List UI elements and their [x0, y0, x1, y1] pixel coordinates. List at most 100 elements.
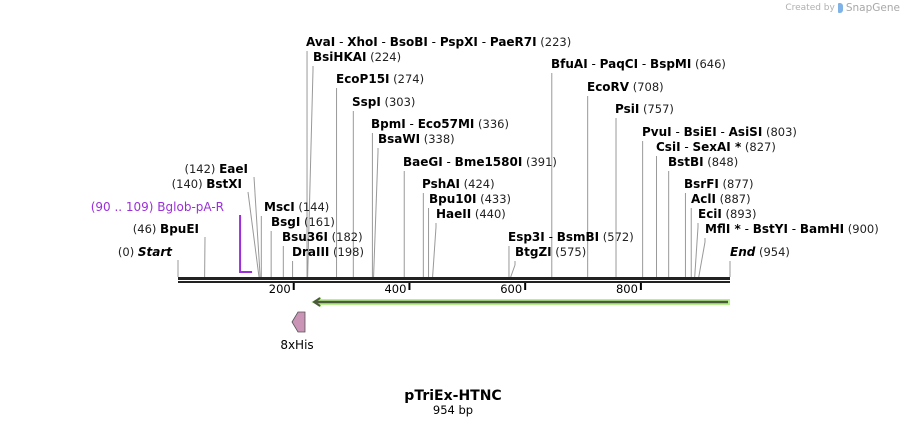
- primer-position: (90 .. 109): [91, 200, 158, 214]
- enzyme-site-bstxi[interactable]: (140) BstXI: [172, 177, 242, 191]
- enzyme-name: PspXI: [440, 35, 478, 49]
- enzyme-site-end[interactable]: End (954): [730, 245, 790, 259]
- enzyme-site-bsrfi[interactable]: BsrFI (877): [684, 177, 753, 191]
- enzyme-name: EcoRV: [587, 80, 630, 94]
- primer-name: Bglob-pA-R: [157, 200, 224, 214]
- enzyme-site-acli[interactable]: AclI (887): [691, 192, 751, 206]
- his-tag-arrow-icon: [291, 311, 306, 333]
- svg-text:BpmI - Eco57MI (336): BpmI - Eco57MI (336): [371, 117, 509, 131]
- enzyme-name: BsiEI: [684, 125, 717, 139]
- enzyme-site-draiii[interactable]: DraIII (198): [292, 245, 364, 259]
- svg-text:BfuAI - PaqCI - BspMI (6: BfuAI - PaqCI - BspMI (646): [551, 57, 726, 71]
- enzyme-labels: (0) Start (46) BpuEI (140) BstXI(142) EaeI…: [118, 35, 879, 259]
- site-position: (440): [471, 207, 506, 221]
- enzyme-name: BstXI: [206, 177, 242, 191]
- enzyme-name: CsiI: [656, 140, 681, 154]
- enzyme-name: AclI: [691, 192, 716, 206]
- enzyme-site-baegi[interactable]: BaeGI - Bme1580I (391): [403, 155, 557, 169]
- site-position: (646): [691, 57, 726, 71]
- enzyme-name: End: [730, 245, 756, 259]
- site-position: (424): [460, 177, 495, 191]
- enzyme-name: Start: [138, 245, 173, 259]
- svg-text:BaeGI - Bme1580I (391): BaeGI - Bme1580I (391): [403, 155, 557, 169]
- svg-text:EcoP15I (274): EcoP15I (274): [336, 72, 424, 86]
- enzyme-site-bstbi[interactable]: BstBI (848): [668, 155, 738, 169]
- svg-text:EcoRV (708): EcoRV (708): [587, 80, 664, 94]
- enzyme-site-ecii[interactable]: EciI (893): [698, 207, 756, 221]
- enzyme-name: DraIII: [292, 245, 329, 259]
- primer-bglob-pa-r[interactable]: (90 .. 109) Bglob-pA-R: [91, 200, 253, 273]
- site-position: (182): [328, 230, 363, 244]
- svg-text:BsrFI (877): BsrFI (877): [684, 177, 753, 191]
- enzyme-site-bsu36i[interactable]: Bsu36I (182): [282, 230, 363, 244]
- enzyme-site-sspi[interactable]: SspI (303): [352, 95, 415, 109]
- enzyme-name: PshAI: [422, 177, 460, 191]
- site-position: (161): [300, 215, 335, 229]
- enzyme-name: HaeII: [436, 207, 471, 221]
- enzyme-site-bsgi[interactable]: BsgI (161): [271, 215, 335, 229]
- site-position: (887): [716, 192, 751, 206]
- enzyme-name: SexAI *: [693, 140, 742, 154]
- enzyme-site-avai[interactable]: AvaI - XhoI - BsoBI - PspXI - PaeR7I (22…: [306, 35, 571, 49]
- svg-text:MscI (144): MscI (144): [264, 200, 329, 214]
- enzyme-name: BspMI: [650, 57, 691, 71]
- svg-text:(90 .. 109) Bglob-pA-R: (90 .. 109) Bglob-pA-R: [91, 200, 224, 214]
- enzyme-site-bsihkai[interactable]: BsiHKAI (224): [313, 50, 401, 64]
- enzyme-name: BfuAI: [551, 57, 588, 71]
- enzyme-site-bpu10i[interactable]: Bpu10I (433): [429, 192, 511, 206]
- sequence-backbone[interactable]: [178, 277, 730, 283]
- enzyme-site-psii[interactable]: PsiI (757): [615, 102, 674, 116]
- svg-text:HaeII (440): HaeII (440): [436, 207, 506, 221]
- site-position: (900): [844, 222, 879, 236]
- svg-text:BstBI (848): BstBI (848): [668, 155, 738, 169]
- enzyme-name: EciI: [698, 207, 722, 221]
- enzyme-site-pvui[interactable]: PvuI - BsiEI - AsiSI (803): [642, 125, 797, 139]
- enzyme-site-start[interactable]: (0) Start: [118, 245, 173, 259]
- site-position: (303): [381, 95, 416, 109]
- site-position: (708): [629, 80, 664, 94]
- enzyme-site-mfli[interactable]: MflI * - BstYI - BamHI (900): [705, 222, 879, 236]
- tick-label: 400: [384, 282, 406, 296]
- site-position: (0): [118, 245, 138, 259]
- site-position: (198): [329, 245, 364, 259]
- orf-feature[interactable]: [311, 297, 730, 307]
- site-position: (46): [133, 222, 160, 236]
- svg-text:End (954): End (954): [730, 245, 790, 259]
- credit-brand: SnapGene: [845, 2, 900, 14]
- site-position: (827): [741, 140, 776, 154]
- svg-text:PvuI - BsiEI - AsiSI (80: PvuI - BsiEI - AsiSI (803): [642, 125, 797, 139]
- enzyme-name: EcoP15I: [336, 72, 390, 86]
- plasmid-length: 954 bp: [433, 403, 473, 417]
- enzyme-name: BsoBI: [390, 35, 428, 49]
- enzyme-name: BsaWI: [378, 132, 420, 146]
- primer-arrow-icon: [239, 215, 253, 273]
- enzyme-site-ecop15i[interactable]: EcoP15I (274): [336, 72, 424, 86]
- enzyme-site-msci[interactable]: MscI (144): [264, 200, 329, 214]
- enzyme-site-bpmi[interactable]: BpmI - Eco57MI (336): [371, 117, 509, 131]
- enzyme-site-bfuai[interactable]: BfuAI - PaqCI - BspMI (646): [551, 57, 726, 71]
- enzyme-site-eaei[interactable]: (142) EaeI: [185, 162, 249, 176]
- enzyme-site-btgzi[interactable]: BtgZI (575): [515, 245, 586, 259]
- enzyme-name: BsmBI: [557, 230, 599, 244]
- enzyme-name: SspI: [352, 95, 381, 109]
- tick-label: 200: [269, 282, 291, 296]
- enzyme-site-ecorv[interactable]: EcoRV (708): [587, 80, 664, 94]
- feature-8xhis[interactable]: 8xHis: [280, 311, 314, 352]
- enzyme-site-esp3i[interactable]: Esp3I - BsmBI (572): [508, 230, 634, 244]
- svg-text:(140) BstXI: (140) BstXI: [172, 177, 242, 191]
- enzyme-site-haeii[interactable]: HaeII (440): [436, 207, 506, 221]
- enzyme-site-csii[interactable]: CsiI - SexAI * (827): [656, 140, 776, 154]
- enzyme-name: Esp3I: [508, 230, 545, 244]
- site-position: (877): [719, 177, 754, 191]
- enzyme-site-pshai[interactable]: PshAI (424): [422, 177, 495, 191]
- enzyme-site-bsawi[interactable]: BsaWI (338): [378, 132, 455, 146]
- enzyme-name: EaeI: [219, 162, 248, 176]
- svg-text:(0) Start: (0) Start: [118, 245, 173, 259]
- enzyme-name: BtgZI: [515, 245, 552, 259]
- svg-text:Bpu10I (433): Bpu10I (433): [429, 192, 511, 206]
- enzyme-site-bpuei[interactable]: (46) BpuEI: [133, 222, 199, 236]
- site-position: (803): [762, 125, 797, 139]
- site-position: (142): [185, 162, 220, 176]
- svg-text:AclI (887): AclI (887): [691, 192, 751, 206]
